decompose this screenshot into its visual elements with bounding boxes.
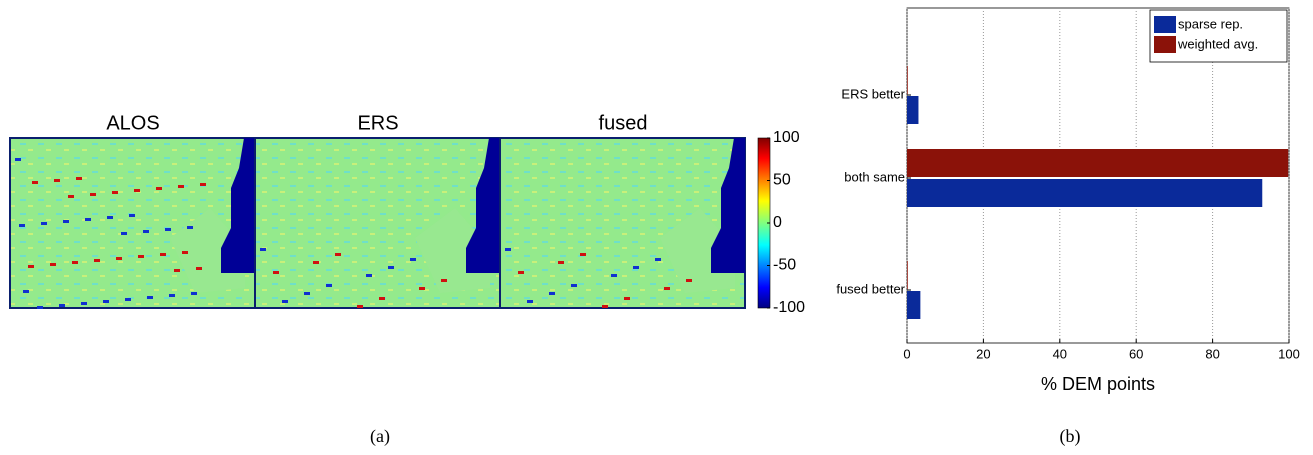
speckle: [419, 287, 425, 290]
speckle: [54, 179, 60, 182]
speckle: [357, 305, 363, 308]
speckle: [81, 302, 87, 305]
speckle: [326, 284, 332, 287]
speckle: [187, 226, 193, 229]
speckle: [505, 248, 511, 251]
speckle: [112, 191, 118, 194]
speckle: [107, 216, 113, 219]
speckle: [32, 181, 38, 184]
legend-swatch: [1154, 36, 1176, 53]
y-tick-label: both same: [844, 169, 905, 184]
speckle: [134, 189, 140, 192]
speckle: [169, 294, 175, 297]
speckle: [68, 195, 74, 198]
speckle: [143, 230, 149, 233]
colorbar-tick-label: -50: [773, 257, 796, 274]
speckle: [282, 300, 288, 303]
speckle: [664, 287, 670, 290]
speckle: [28, 265, 34, 268]
panel-title: ALOS: [106, 112, 159, 134]
x-tick-label: 20: [976, 346, 990, 361]
speckle: [686, 279, 692, 282]
speckle: [441, 279, 447, 282]
speckle: [388, 266, 394, 269]
speckle: [125, 298, 131, 301]
speckle: [260, 248, 266, 251]
speckle: [182, 251, 188, 254]
x-tick-label: 0: [903, 346, 910, 361]
speckle: [178, 185, 184, 188]
speckle: [37, 306, 43, 309]
speckle: [410, 258, 416, 261]
x-tick-label: 40: [1053, 346, 1067, 361]
speckle: [379, 297, 385, 300]
speckle: [103, 300, 109, 303]
speckle: [147, 296, 153, 299]
speckle: [160, 253, 166, 256]
speckle: [200, 183, 206, 186]
speckle: [90, 193, 96, 196]
speckle: [304, 292, 310, 295]
speckle: [23, 290, 29, 293]
bar: [907, 291, 920, 319]
bar: [907, 149, 1288, 177]
speckle: [156, 187, 162, 190]
speckle: [41, 222, 47, 225]
legend-swatch: [1154, 16, 1176, 33]
x-tick-label: 80: [1205, 346, 1219, 361]
x-axis-label: % DEM points: [1041, 374, 1155, 394]
speckle: [611, 274, 617, 277]
colorbar-tick-label: 50: [773, 172, 791, 189]
speckle: [129, 214, 135, 217]
speckle: [633, 266, 639, 269]
bar: [907, 66, 908, 94]
speckle: [273, 271, 279, 274]
speckle: [50, 263, 56, 266]
legend-label: sparse rep.: [1178, 16, 1243, 31]
panel-title: ERS: [357, 112, 398, 134]
speckle: [196, 267, 202, 270]
panel-title: fused: [599, 112, 648, 134]
colorbar-tick-label: 100: [773, 129, 800, 146]
y-tick-label: fused better: [836, 281, 905, 296]
speckle: [655, 258, 661, 261]
speckle: [527, 300, 533, 303]
legend-label: weighted avg.: [1177, 36, 1258, 51]
speckle: [518, 271, 524, 274]
speckle: [174, 269, 180, 272]
bar: [907, 261, 908, 289]
speckle: [191, 292, 197, 295]
speckle: [15, 158, 21, 161]
speckle: [366, 274, 372, 277]
speckle: [72, 261, 78, 264]
x-tick-label: 100: [1278, 346, 1300, 361]
speckle: [602, 305, 608, 308]
y-tick-label: ERS better: [841, 86, 905, 101]
speckle: [624, 297, 630, 300]
speckle: [63, 220, 69, 223]
speckle: [571, 284, 577, 287]
speckle: [19, 224, 25, 227]
speckle: [116, 257, 122, 260]
x-tick-label: 60: [1129, 346, 1143, 361]
speckle: [335, 253, 341, 256]
bar: [907, 96, 918, 124]
speckle: [313, 261, 319, 264]
speckle: [94, 259, 100, 262]
speckle: [580, 253, 586, 256]
speckle: [85, 218, 91, 221]
speckle: [76, 177, 82, 180]
speckle: [121, 232, 127, 235]
figure: (a) (b) ALOS ERS fused 100 50 0 -50 -100 0 20 40 60…: [0, 0, 1313, 455]
caption: (b): [1060, 426, 1081, 447]
colorbar-tick-label: 0: [773, 214, 782, 231]
speckle: [558, 261, 564, 264]
speckle: [59, 304, 65, 307]
speckle: [549, 292, 555, 295]
colorbar-tick-label: -100: [773, 299, 805, 316]
bar: [907, 179, 1262, 207]
speckle: [138, 255, 144, 258]
caption: (a): [370, 426, 390, 447]
speckle: [165, 228, 171, 231]
